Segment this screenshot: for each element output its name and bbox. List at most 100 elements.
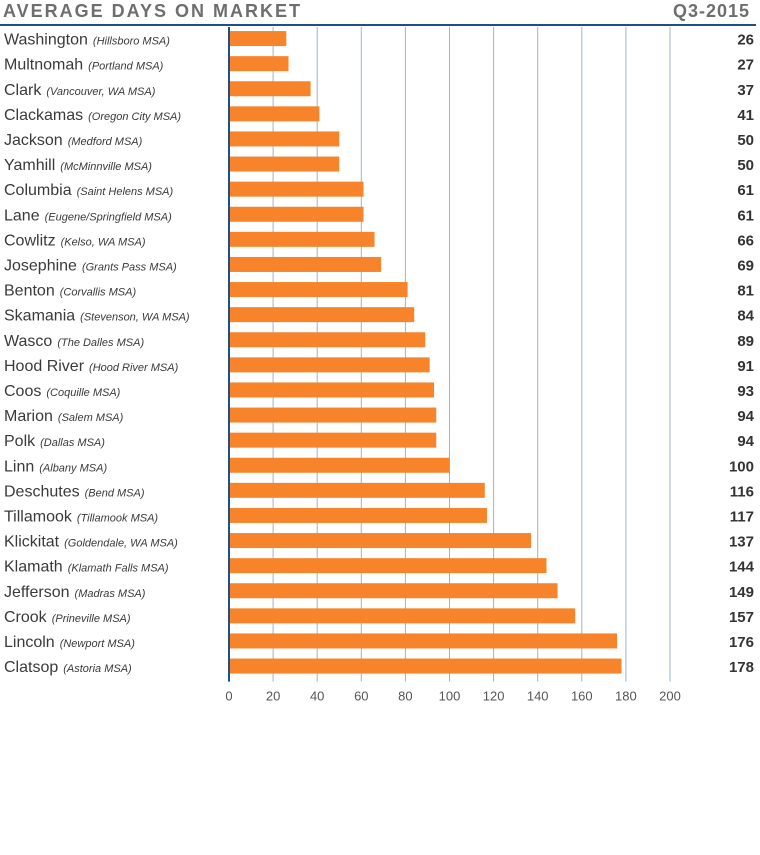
category-label-1: Multnomah (Portland MSA)	[4, 57, 164, 74]
county-name: Marion	[4, 408, 53, 425]
msa-name: (Newport MSA)	[60, 638, 136, 650]
x-tick-label-0: 0	[225, 689, 232, 704]
bar-12	[230, 332, 426, 348]
category-label-17: Linn (Albany MSA)	[4, 458, 107, 475]
chart-period: Q3-2015	[672, 1, 750, 21]
msa-name: (Kelso, WA MSA)	[61, 236, 146, 248]
value-label-24: 176	[729, 634, 754, 651]
value-label-2: 37	[737, 82, 754, 99]
county-name: Josephine	[4, 257, 77, 274]
value-label-6: 61	[737, 182, 754, 199]
msa-name: (Madras MSA)	[75, 588, 146, 600]
msa-name: (Dallas MSA)	[40, 437, 105, 449]
bar-14	[230, 382, 435, 398]
bar-25	[230, 658, 622, 674]
bar-11	[230, 307, 415, 323]
category-label-15: Marion (Salem MSA)	[4, 408, 124, 425]
bar-7	[230, 206, 364, 222]
value-label-14: 93	[737, 383, 754, 400]
county-name: Lane	[4, 207, 40, 224]
category-label-25: Clatsop (Astoria MSA)	[4, 659, 132, 676]
category-label-10: Benton (Corvallis MSA)	[4, 283, 136, 300]
bar-5	[230, 156, 340, 172]
category-label-23: Crook (Prineville MSA)	[4, 609, 131, 626]
bar-16	[230, 432, 437, 448]
bar-2	[230, 81, 311, 97]
category-labels: Washington (Hillsboro MSA) Multnomah (Portl…	[4, 32, 190, 676]
category-label-18: Deschutes (Bend MSA)	[4, 483, 145, 500]
msa-name: (Klamath Falls MSA)	[68, 563, 169, 575]
bars	[230, 31, 622, 674]
msa-name: (Coquille MSA)	[46, 387, 120, 399]
msa-name: (Salem MSA)	[58, 412, 124, 424]
category-label-3: Clackamas (Oregon City MSA)	[4, 107, 181, 124]
county-name: Benton	[4, 283, 55, 300]
category-label-4: Jackson (Medford MSA)	[4, 132, 143, 149]
bar-1	[230, 56, 289, 72]
value-label-11: 84	[737, 308, 754, 325]
msa-name: (Grants Pass MSA)	[82, 261, 177, 273]
value-label-12: 89	[737, 333, 754, 350]
x-axis-ticks: 0 20 40 60 80 100 120 140 160 180 200	[225, 689, 680, 704]
county-name: Clackamas	[4, 107, 83, 124]
category-label-16: Polk (Dallas MSA)	[4, 433, 105, 450]
county-name: Linn	[4, 458, 34, 475]
value-label-17: 100	[729, 458, 754, 475]
bar-13	[230, 357, 430, 373]
county-name: Jackson	[4, 132, 63, 149]
x-tick-label-80: 80	[398, 689, 412, 704]
x-tick-label-160: 160	[571, 689, 593, 704]
value-label-1: 27	[737, 57, 754, 74]
county-name: Deschutes	[4, 483, 80, 500]
bar-9	[230, 256, 382, 272]
msa-name: (Eugene/Springfield MSA)	[45, 211, 173, 223]
category-label-11: Skamania (Stevenson, WA MSA)	[4, 308, 190, 325]
bar-21	[230, 558, 547, 574]
county-name: Clatsop	[4, 659, 58, 676]
value-label-5: 50	[737, 157, 754, 174]
category-label-7: Lane (Eugene/Springfield MSA)	[4, 207, 172, 224]
msa-name: (Prineville MSA)	[52, 613, 131, 625]
value-label-4: 50	[737, 132, 754, 149]
msa-name: (Oregon City MSA)	[88, 111, 181, 123]
msa-name: (Bend MSA)	[85, 487, 145, 499]
category-label-12: Wasco (The Dalles MSA)	[4, 333, 144, 350]
category-label-22: Jefferson (Madras MSA)	[4, 584, 146, 601]
x-tick-label-60: 60	[354, 689, 368, 704]
value-label-10: 81	[737, 283, 754, 300]
msa-name: (Medford MSA)	[68, 136, 143, 148]
value-label-15: 94	[737, 408, 754, 425]
bar-24	[230, 633, 618, 649]
msa-name: (Albany MSA)	[39, 462, 107, 474]
county-name: Skamania	[4, 308, 75, 325]
county-name: Hood River	[4, 358, 85, 375]
chart-title: AVERAGE DAYS ON MARKET	[3, 1, 303, 21]
category-label-19: Tillamook (Tillamook MSA)	[4, 508, 158, 525]
value-label-19: 117	[730, 508, 754, 525]
msa-name: (McMinnville MSA)	[60, 161, 152, 173]
value-labels: 26 27 37 41 50 50 61 61 66 69 81 84 89 91 93 94 94 100 116…	[729, 32, 755, 676]
value-label-25: 178	[729, 659, 754, 676]
county-name: Columbia	[4, 182, 72, 199]
x-tick-label-180: 180	[615, 689, 637, 704]
msa-name: (Corvallis MSA)	[60, 287, 137, 299]
value-label-0: 26	[737, 32, 754, 49]
county-name: Coos	[4, 383, 41, 400]
category-label-6: Columbia (Saint Helens MSA)	[4, 182, 174, 199]
bar-17	[230, 457, 450, 473]
category-label-0: Washington (Hillsboro MSA)	[4, 32, 170, 49]
bar-3	[230, 106, 320, 122]
bar-4	[230, 131, 340, 147]
msa-name: (Tillamook MSA)	[77, 512, 159, 524]
county-name: Yamhill	[4, 157, 55, 174]
x-tick-label-140: 140	[527, 689, 549, 704]
value-label-23: 157	[729, 609, 754, 626]
category-label-8: Cowlitz (Kelso, WA MSA)	[4, 232, 146, 249]
bar-0	[230, 31, 287, 47]
x-tick-label-120: 120	[483, 689, 505, 704]
value-label-21: 144	[729, 559, 755, 576]
bar-18	[230, 482, 485, 498]
value-label-9: 69	[737, 257, 754, 274]
county-name: Klamath	[4, 559, 63, 576]
